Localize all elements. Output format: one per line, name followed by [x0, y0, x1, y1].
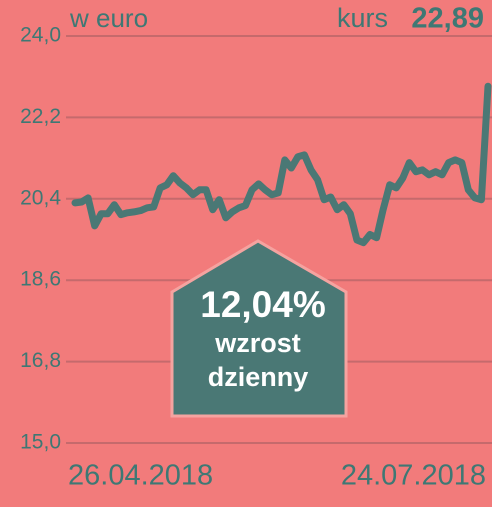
x-tick-label: 26.04.2018 — [68, 460, 213, 492]
annotation-text: dzienny — [208, 362, 309, 392]
chart-title: w euro — [69, 3, 148, 33]
annotation-percent: 12,04% — [200, 284, 326, 325]
current-value: 22,89 — [411, 3, 484, 35]
x-tick-label: 24.07.2018 — [341, 460, 486, 492]
y-tick-label: 24,0 — [20, 24, 61, 47]
plot — [71, 82, 492, 247]
current-label: kurs — [337, 3, 388, 33]
price-line — [71, 82, 492, 247]
annotation-text: wzrost — [214, 328, 301, 358]
y-tick-label: 16,8 — [20, 349, 61, 372]
annotation-house — [170, 239, 348, 418]
y-tick-label: 15,0 — [20, 431, 61, 454]
y-tick-label: 20,4 — [20, 186, 61, 209]
y-tick-label: 18,6 — [20, 268, 61, 291]
y-tick-label: 22,2 — [20, 105, 61, 128]
